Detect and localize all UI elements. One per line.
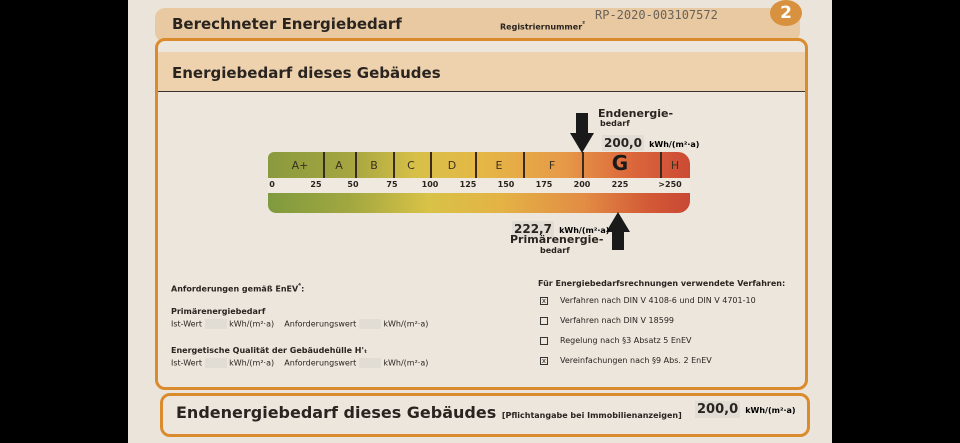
- endenergie-arrow-icon: [576, 113, 588, 135]
- tick-label: 125: [459, 180, 477, 189]
- class-divider: [323, 152, 325, 178]
- unit: kWh/(m²·a): [229, 358, 275, 368]
- tick-label: 0: [269, 180, 275, 189]
- registry-sup: ²: [582, 20, 586, 28]
- endenergie-label-2: bedarf: [600, 119, 630, 128]
- req-value-field: [358, 358, 381, 368]
- scale-tick-strip: [268, 178, 690, 193]
- tick-label: 150: [497, 180, 515, 189]
- tick-label: 100: [421, 180, 439, 189]
- class-divider: [430, 152, 432, 178]
- header-title: Berechneter Energiebedarf: [172, 15, 402, 33]
- endenergie-label-1: Endenergie-: [598, 107, 674, 120]
- primaerenergie-value-row: 222,7 kWh/(m²·a): [512, 218, 609, 237]
- endenergie-arrowhead-icon: [570, 133, 594, 153]
- class-divider: [355, 152, 357, 178]
- footer-title: Endenergiebedarf dieses Gebäudes [Pflich…: [176, 403, 682, 422]
- section-title: Energiebedarf dieses Gebäudes: [172, 64, 441, 82]
- endenergie-value-row: 200,0 kWh/(m²·a): [602, 132, 699, 151]
- methods-heading: Für Energiebedarfsrechnungen verwendete …: [538, 279, 786, 288]
- method-item: Regelung nach §3 Absatz 5 EnEV: [540, 336, 692, 345]
- class-divider: [660, 152, 662, 178]
- method-checkbox[interactable]: x: [540, 356, 548, 365]
- class-label: B: [370, 159, 378, 172]
- page-number-badge: 2: [770, 0, 802, 26]
- class-divider: [582, 152, 584, 178]
- registry-label: Registriernummer²: [500, 20, 585, 32]
- endenergie-scale-bar: [268, 152, 690, 178]
- primary-requirement-row: Ist-Wert kWh/(m²·a) Anforderungswert kWh…: [171, 319, 428, 329]
- registry-label-text: Registriernummer: [500, 22, 583, 32]
- method-label: Verfahren nach DIN V 4108-6 und DIN V 47…: [560, 296, 756, 305]
- class-label: A+: [291, 159, 309, 172]
- tick-label: 25: [310, 180, 322, 189]
- class-label: G: [611, 151, 629, 175]
- class-label: D: [447, 159, 457, 172]
- footer-unit: kWh/(m²·a): [745, 406, 796, 415]
- primaerenergie-unit: kWh/(m²·a): [559, 226, 610, 235]
- footer-value-row: 200,0 kWh/(m²·a): [695, 398, 796, 418]
- method-checkbox[interactable]: [540, 316, 548, 325]
- method-label: Regelung nach §3 Absatz 5 EnEV: [560, 336, 692, 345]
- primaerenergie-arrow-icon: [612, 231, 624, 250]
- requirements-heading: Anforderungen gemäß EnEV⁴:: [171, 282, 305, 294]
- req-label: Anforderungswert: [284, 358, 357, 368]
- unit: kWh/(m²·a): [383, 358, 429, 368]
- class-label: C: [407, 159, 415, 172]
- method-item: Verfahren nach DIN V 18599: [540, 316, 674, 325]
- registry-number: RP-2020-003107572: [595, 8, 718, 22]
- tick-label: 50: [347, 180, 359, 189]
- class-label: F: [548, 159, 556, 172]
- footer-value: 200,0: [695, 401, 741, 418]
- unit: kWh/(m²·a): [229, 319, 275, 329]
- footer-note: [Pflichtangabe bei Immobilienanzeigen]: [501, 411, 682, 420]
- primaerenergie-arrowhead-icon: [606, 212, 630, 232]
- envelope-requirement-title: Energetische Qualität der Gebäudehülle H…: [171, 346, 368, 355]
- req-label: Anforderungswert: [284, 319, 357, 329]
- class-divider: [523, 152, 525, 178]
- method-checkbox[interactable]: x: [540, 296, 548, 305]
- footer-title-text: Endenergiebedarf dieses Gebäudes: [176, 403, 497, 422]
- primaerenergie-scale-bar: [268, 193, 690, 213]
- ist-value-field: [204, 358, 227, 368]
- method-checkbox[interactable]: [540, 336, 548, 345]
- tick-label: 75: [386, 180, 398, 189]
- class-label: E: [495, 159, 503, 172]
- section-title-band: [158, 52, 805, 92]
- ist-label: Ist-Wert: [171, 358, 203, 368]
- class-divider: [475, 152, 477, 178]
- unit: kWh/(m²·a): [383, 319, 429, 329]
- method-item: x Vereinfachungen nach §9 Abs. 2 EnEV: [540, 356, 712, 365]
- tick-label: 200: [573, 180, 591, 189]
- endenergie-unit: kWh/(m²·a): [649, 140, 700, 149]
- primaerenergie-label-2: bedarf: [540, 246, 570, 255]
- class-divider: [393, 152, 395, 178]
- method-label: Vereinfachungen nach §9 Abs. 2 EnEV: [560, 356, 712, 365]
- primaerenergie-label-1: Primärenergie-: [510, 233, 604, 246]
- primary-requirement-title: Primärenergiebedarf: [171, 307, 266, 316]
- ist-label: Ist-Wert: [171, 319, 203, 329]
- endenergie-value: 200,0: [602, 135, 644, 151]
- tick-label: >250: [658, 180, 682, 189]
- req-value-field: [358, 319, 381, 329]
- class-label: H: [670, 159, 680, 172]
- header-bar: [155, 8, 800, 42]
- requirements-sup: ⁴: [298, 282, 302, 290]
- method-label: Verfahren nach DIN V 18599: [560, 316, 674, 325]
- tick-label: 225: [611, 180, 629, 189]
- method-item: x Verfahren nach DIN V 4108-6 und DIN V 4…: [540, 296, 756, 305]
- envelope-requirement-row: Ist-Wert kWh/(m²·a) Anforderungswert kWh…: [171, 358, 428, 368]
- energy-demand-box: [155, 38, 808, 390]
- tick-label: 175: [535, 180, 553, 189]
- ist-value-field: [204, 319, 227, 329]
- requirements-heading-text: Anforderungen gemäß EnEV: [171, 284, 299, 294]
- primaerenergie-value: 222,7: [512, 221, 554, 237]
- class-label: A: [335, 159, 343, 172]
